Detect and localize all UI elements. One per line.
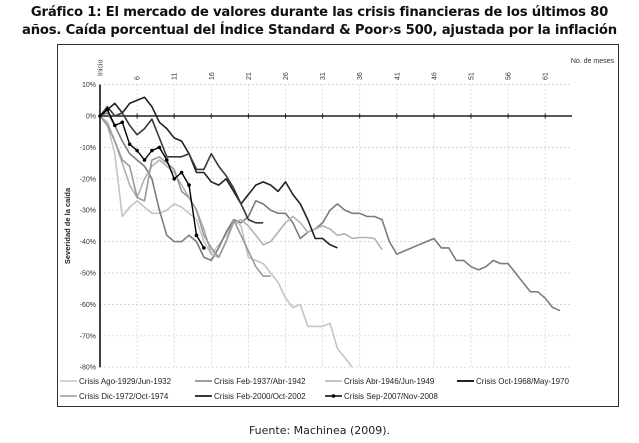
y-tick-label: 10% <box>82 82 96 89</box>
series-marker <box>135 148 139 153</box>
series-marker <box>179 170 184 175</box>
series-marker <box>98 114 102 118</box>
x-tick-label: 31 <box>320 72 327 80</box>
legend-label: Crisis Feb-2000/Oct-2002 <box>214 392 306 401</box>
series-marker <box>172 177 176 181</box>
series-marker <box>157 145 162 150</box>
y-tick-label: -30% <box>80 208 96 215</box>
y-tick-label: -20% <box>80 176 96 183</box>
series-marker <box>150 148 154 153</box>
x-tick-label: 26 <box>283 72 290 80</box>
y-tick-label: -50% <box>80 271 96 278</box>
x-tick-label: 11 <box>172 73 179 80</box>
x-tick-label: 41 <box>394 72 401 80</box>
series-marker <box>127 142 132 147</box>
legend-label: Crisis Oct-1968/May-1970 <box>476 377 569 386</box>
series-line-3 <box>99 96 338 249</box>
y-tick-label: -70% <box>80 333 96 340</box>
chart-frame <box>57 44 619 407</box>
series-marker <box>105 107 110 112</box>
x-tick-label: 46 <box>431 72 438 80</box>
series-marker <box>164 158 169 162</box>
legend-marker <box>331 394 336 398</box>
series-line-0 <box>99 115 353 368</box>
series-line-2 <box>99 115 383 259</box>
series-marker <box>202 246 206 250</box>
x-tick-label: Inicio <box>98 60 105 76</box>
y-tick-label: 0% <box>86 114 96 121</box>
x-tick-label: 21 <box>246 72 253 80</box>
series-marker <box>187 183 191 187</box>
series-marker <box>113 123 117 128</box>
series-marker <box>142 158 147 162</box>
x-axis-label: No. de meses <box>571 58 615 65</box>
x-tick-label: 56 <box>506 72 513 80</box>
title-line-1: Gráfico 1: El mercado de valores durante… <box>30 5 609 20</box>
series-line-1 <box>99 112 561 312</box>
y-tick-label: -60% <box>80 302 96 309</box>
series-line-5 <box>99 105 264 224</box>
series-marker <box>194 233 199 238</box>
series-marker <box>120 120 125 125</box>
source-note: Fuente: Machinea (2009). <box>248 424 391 437</box>
x-tick-label: 51 <box>469 72 476 80</box>
legend-label: Crisis Dic-1972/Oct-1974 <box>79 392 169 401</box>
y-axis-label: Severidad de la caída <box>63 187 72 264</box>
title-line-2: años. Caída porcentual del Índice Standa… <box>22 23 617 38</box>
y-tick-label: -80% <box>80 365 96 372</box>
chart-title: Gráfico 1: El mercado de valores durante… <box>0 4 639 40</box>
legend-label: Crisis Sep-2007/Nov-2008 <box>344 392 438 401</box>
legend-label: Crisis Ago-1929/Jun-1932 <box>79 377 172 386</box>
x-tick-label: 36 <box>357 72 364 80</box>
series-line-4 <box>99 115 271 277</box>
x-tick-label: 16 <box>209 72 216 80</box>
y-tick-label: -40% <box>80 239 96 246</box>
x-tick-label: 61 <box>543 72 550 80</box>
x-tick-label: 6 <box>135 76 142 80</box>
legend-label: Crisis Feb-1937/Abr-1942 <box>214 377 306 386</box>
legend-label: Crisis Abr-1946/Jun-1949 <box>344 377 435 386</box>
y-tick-label: -10% <box>80 145 96 152</box>
